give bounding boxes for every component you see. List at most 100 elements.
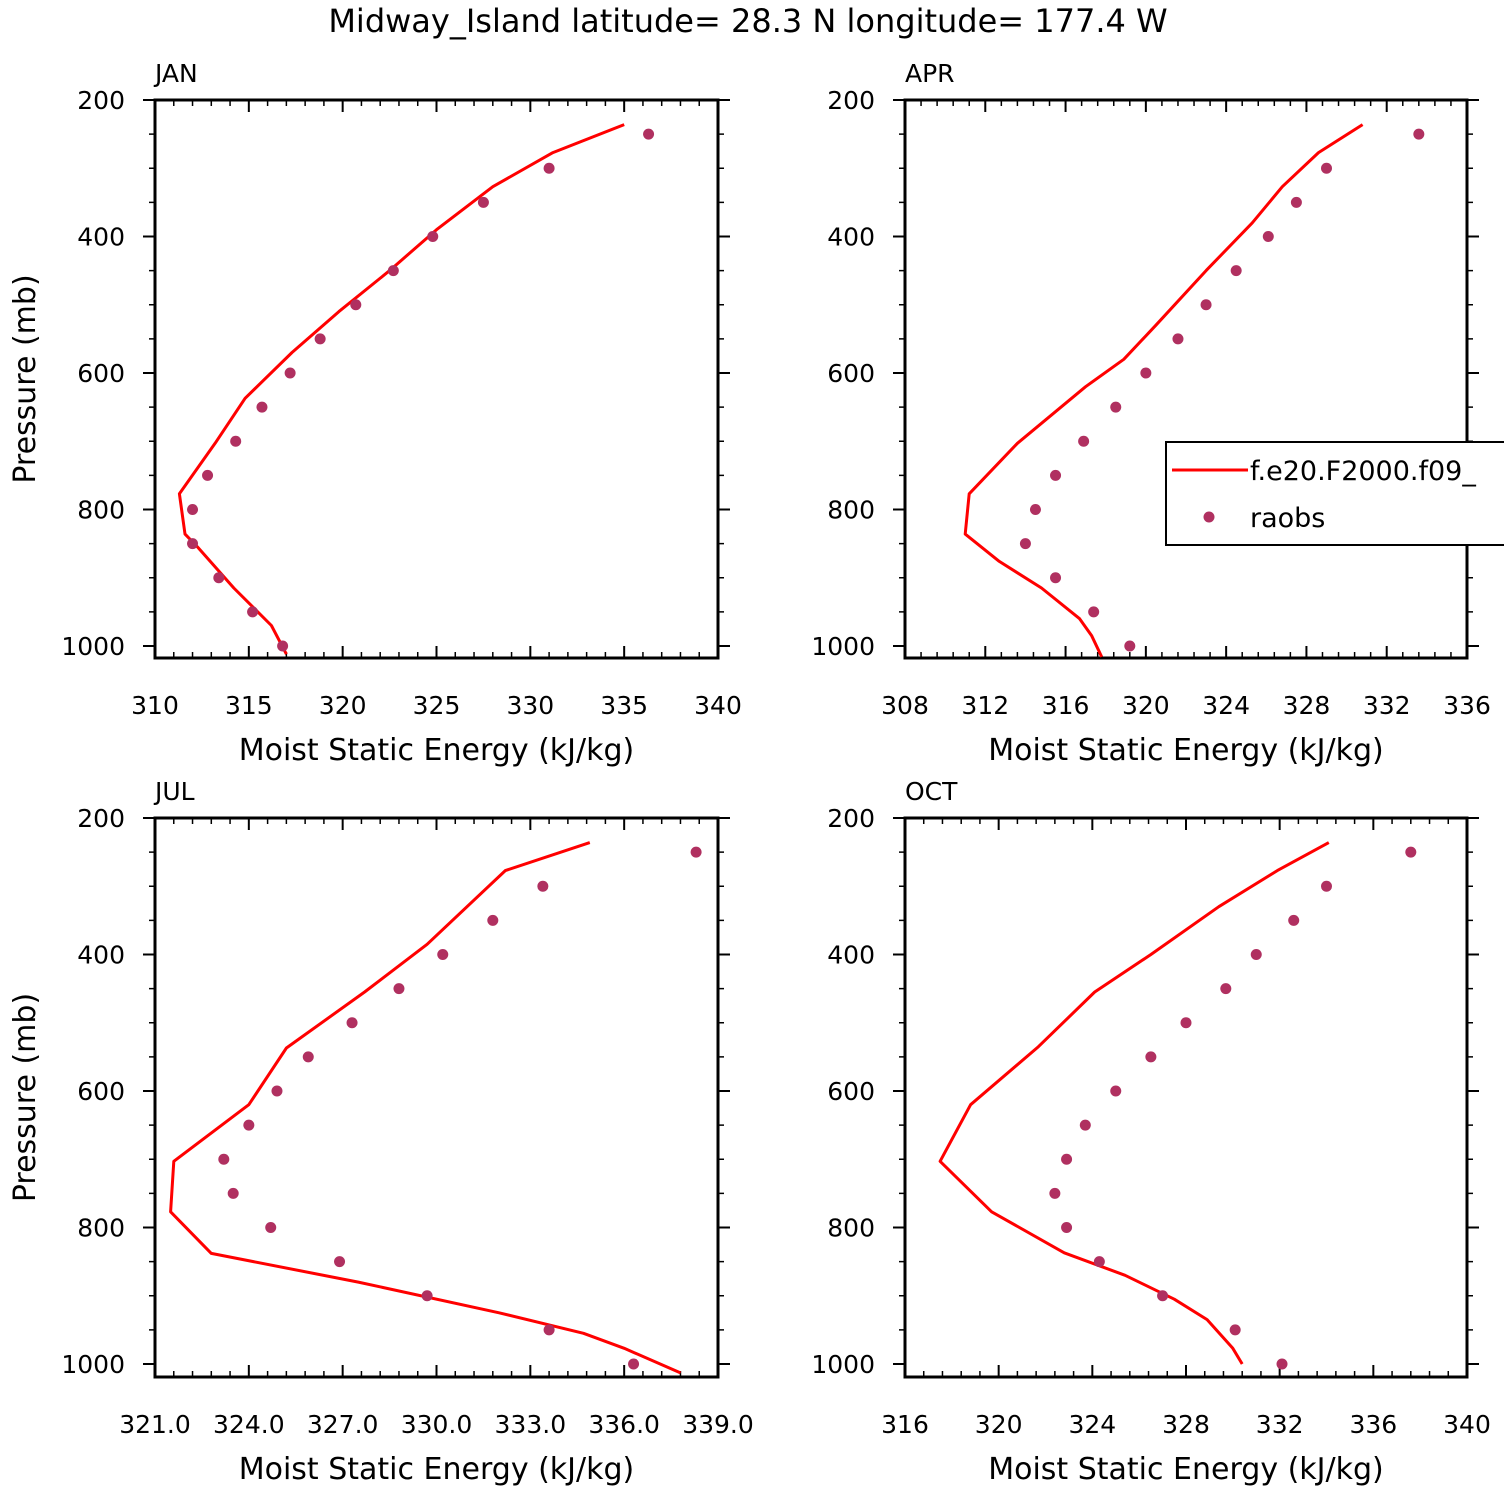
panel-label-apr: APR xyxy=(905,59,955,88)
plot-frame-jul xyxy=(153,816,720,1379)
y-tick-label: 200 xyxy=(827,86,875,115)
y-tick-label: 400 xyxy=(77,941,125,970)
model-line-oct xyxy=(938,841,1330,1365)
obs-point-apr xyxy=(1050,469,1062,481)
obs-point-jan xyxy=(643,128,655,140)
obs-point-apr xyxy=(1029,504,1041,515)
panel-label-oct: OCT xyxy=(905,777,958,806)
x-tick-label: 325 xyxy=(413,691,461,720)
plot-frame-oct xyxy=(903,816,1469,1379)
obs-point-apr xyxy=(1088,606,1100,618)
obs-point-jan xyxy=(202,469,214,481)
y-tick-label: 600 xyxy=(77,359,125,388)
x-tick-label: 316 xyxy=(1042,691,1090,720)
y-tick-label: 400 xyxy=(827,941,875,970)
obs-point-apr xyxy=(1290,196,1302,208)
panel-oct: OCT 316 320 324 328 332 336 340 200 400 600 800 1000… xyxy=(811,777,1490,1487)
x-tick-label: 336.0 xyxy=(588,1410,660,1439)
y-tick-label: 800 xyxy=(77,496,125,525)
y-tick-label: 800 xyxy=(827,1214,875,1243)
obs-point-jan xyxy=(277,640,289,652)
obs-point-apr xyxy=(1019,538,1031,550)
x-tick-label: 310 xyxy=(131,691,179,720)
obs-point-jan xyxy=(230,435,242,447)
x-tick-label: 315 xyxy=(225,691,273,720)
obs-point-jan xyxy=(256,401,268,413)
obs-point-jul xyxy=(265,1222,277,1233)
x-tick-label: 324.0 xyxy=(213,1410,285,1439)
x-tick-label: 335 xyxy=(600,691,648,720)
x-tick-label: 330 xyxy=(506,691,554,720)
x-tick-label: 332 xyxy=(1363,691,1411,720)
obs-point-jan xyxy=(314,333,326,345)
obs-point-jul xyxy=(393,983,405,995)
obs-point-jul xyxy=(628,1358,640,1370)
x-tick-label: 340 xyxy=(694,691,742,720)
y-tick-label: 600 xyxy=(827,359,875,388)
obs-point-oct xyxy=(1110,1085,1122,1097)
obs-point-jan xyxy=(187,538,199,550)
y-tick-label: 800 xyxy=(827,496,875,525)
obs-point-oct xyxy=(1288,914,1300,926)
obs-point-apr xyxy=(1140,367,1152,379)
obs-point-jan xyxy=(284,367,296,379)
obs-point-jan xyxy=(477,196,489,208)
legend-obs-label: raobs xyxy=(1250,503,1325,534)
obs-point-jul xyxy=(487,914,499,926)
obs-point-oct xyxy=(1061,1222,1073,1233)
obs-point-jul xyxy=(227,1187,239,1199)
legend: f.e20.F2000.f09_ raobs xyxy=(1165,441,1504,546)
obs-point-jul xyxy=(437,949,449,960)
obs-point-jul xyxy=(690,846,702,858)
x-tick-label: 312 xyxy=(961,691,1009,720)
legend-model-label: f.e20.F2000.f09_ xyxy=(1250,456,1476,487)
x-tick-label: 308 xyxy=(881,691,929,720)
x-tick-label: 324 xyxy=(1202,691,1250,720)
x-tick-label: 330.0 xyxy=(401,1410,473,1439)
obs-point-apr xyxy=(1110,401,1122,413)
x-tick-label: 320 xyxy=(319,691,367,720)
plot-frame-jan xyxy=(153,98,720,660)
x-tick-label: 320 xyxy=(975,1410,1023,1439)
obs-point-jan xyxy=(543,162,555,174)
obs-point-oct xyxy=(1079,1119,1091,1131)
x-tick-label: 328 xyxy=(1162,1410,1210,1439)
model-line-jul xyxy=(169,841,682,1375)
y-tick-label: 800 xyxy=(77,1214,125,1243)
y-tick-label: 1000 xyxy=(811,1350,875,1379)
obs-point-jan xyxy=(427,231,439,242)
x-tick-label: 339.0 xyxy=(682,1410,754,1439)
x-tick-label: 333.0 xyxy=(495,1410,567,1439)
obs-point-oct xyxy=(1180,1017,1192,1029)
model-line-jan xyxy=(177,123,625,655)
obs-point-apr xyxy=(1200,299,1212,311)
obs-point-jul xyxy=(334,1256,346,1268)
legend-obs-marker xyxy=(1203,511,1215,523)
panel-jul: JUL 321.0 324.0 327.0 330.0 333.0 336.0 339.0 20… xyxy=(8,777,754,1487)
x-tick-label: 320 xyxy=(1122,691,1170,720)
panels: JAN 310 315 320 325 330 335 340 200 400 600 800 1000… xyxy=(8,59,1491,1487)
y-tick-label: 1000 xyxy=(811,632,875,661)
obs-point-apr xyxy=(1078,435,1090,447)
obs-point-jul xyxy=(218,1153,230,1165)
x-axis-label-oct: Moist Static Energy (kJ/kg) xyxy=(988,1452,1384,1487)
x-axis-label-apr: Moist Static Energy (kJ/kg) xyxy=(988,733,1384,768)
panel-apr: APR 308 312 316 320 324 328 332 336 200 400 600 800 1… xyxy=(811,59,1490,768)
obs-point-apr xyxy=(1321,162,1332,174)
obs-point-oct xyxy=(1145,1051,1157,1063)
y-axis-label-jul: Pressure (mb) xyxy=(8,993,43,1202)
x-axis-label-jul: Moist Static Energy (kJ/kg) xyxy=(239,1452,635,1487)
obs-point-oct xyxy=(1157,1290,1169,1302)
x-tick-label: 324 xyxy=(1068,1410,1116,1439)
panel-label-jan: JAN xyxy=(153,59,198,88)
obs-point-jul xyxy=(537,880,549,892)
y-tick-label: 400 xyxy=(77,223,125,252)
obs-point-oct xyxy=(1321,880,1332,892)
x-axis-label-jan: Moist Static Energy (kJ/kg) xyxy=(239,733,635,768)
obs-point-oct xyxy=(1276,1358,1288,1370)
obs-point-jan xyxy=(387,265,399,277)
x-tick-label: 321.0 xyxy=(119,1410,191,1439)
panel-label-jul: JUL xyxy=(153,777,195,806)
obs-point-oct xyxy=(1049,1187,1061,1199)
